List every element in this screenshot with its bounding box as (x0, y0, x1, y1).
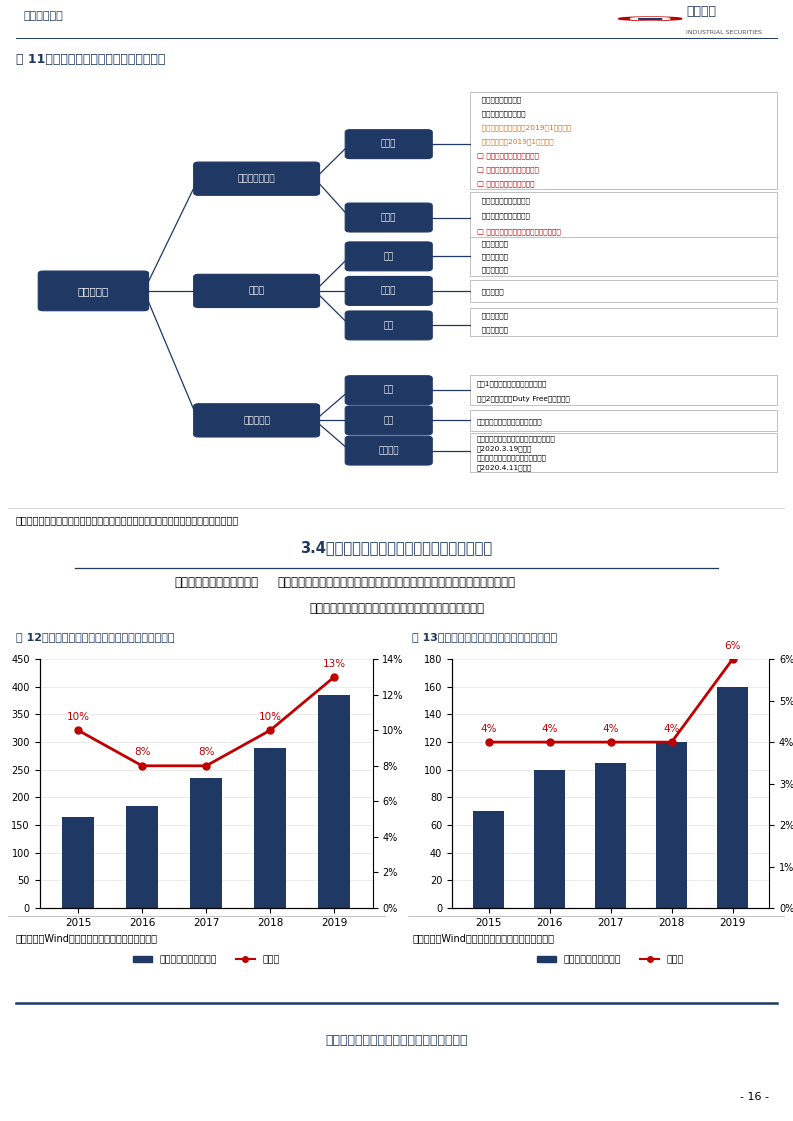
Text: 机场: 机场 (384, 252, 394, 261)
FancyBboxPatch shape (38, 271, 148, 311)
Bar (470, 280, 777, 302)
Bar (534, 770, 565, 908)
FancyBboxPatch shape (345, 436, 432, 465)
Text: □ 建设中：海口国际免税城: □ 建设中：海口国际免税城 (477, 180, 534, 186)
Text: 免税店: 免税店 (381, 140, 396, 149)
FancyBboxPatch shape (193, 163, 320, 195)
Bar (470, 192, 777, 239)
FancyBboxPatch shape (345, 376, 432, 405)
FancyBboxPatch shape (345, 311, 432, 340)
Text: 资料来源：Wind、兴业证券经济与金融研究院整理: 资料来源：Wind、兴业证券经济与金融研究院整理 (16, 934, 158, 944)
Bar (470, 409, 777, 432)
Bar (596, 762, 626, 908)
Bar (718, 687, 748, 908)
Text: 图 12、海南离岛购物率（以海南离岛游客为分母）: 图 12、海南离岛购物率（以海南离岛游客为分母） (16, 632, 174, 642)
Text: INDUSTRIAL SECURITIES: INDUSTRIAL SECURITIES (686, 30, 762, 35)
Bar (470, 237, 777, 276)
Text: 8%: 8% (134, 748, 151, 758)
Text: □ 计划建设：三亚市内免税店: □ 计划建设：三亚市内免税店 (477, 152, 538, 159)
Text: 4%: 4% (603, 724, 619, 734)
Wedge shape (630, 18, 670, 20)
Text: 线上免税店: 线上免税店 (243, 416, 270, 425)
FancyBboxPatch shape (345, 203, 432, 232)
Text: 免税店及体验店: 免税店及体验店 (238, 174, 275, 183)
Text: 图 13、海免购物率（以海南离岛游客为分母）: 图 13、海免购物率（以海南离岛游客为分母） (412, 632, 557, 642)
Text: 三亚凤凰机场: 三亚凤凰机场 (477, 253, 508, 260)
Legend: 海南购物人数（万人）, 购物率: 海南购物人数（万人）, 购物率 (129, 952, 283, 969)
Text: 资料来源：海南本地宝、海南日报、海南省政府官网、兴业证券经济与金融研究院整理: 资料来源：海南本地宝、海南日报、海南省政府官网、兴业证券经济与金融研究院整理 (16, 516, 239, 525)
Text: 中免渠道：三亚国际免税城补购商城: 中免渠道：三亚国际免税城补购商城 (477, 455, 546, 462)
FancyBboxPatch shape (345, 130, 432, 158)
Text: 体验店: 体验店 (381, 213, 396, 222)
Text: 博鳌免税店（2019年1月开业）: 博鳌免税店（2019年1月开业） (477, 138, 554, 145)
FancyBboxPatch shape (345, 242, 432, 271)
Text: 兴业证券: 兴业证券 (686, 6, 716, 18)
Bar (470, 376, 777, 406)
FancyBboxPatch shape (345, 406, 432, 435)
Text: 创新了网上购物、机场提货的新模式，购物率稳步上升。: 创新了网上购物、机场提货的新模式，购物率稳步上升。 (309, 602, 484, 615)
Bar (657, 742, 687, 908)
Text: 8%: 8% (198, 748, 214, 758)
Bar (470, 434, 777, 472)
Bar (190, 778, 222, 908)
Text: 3.4、扩大免税商品范围，不断改善购物率指标: 3.4、扩大免税商品范围，不断改善购物率指标 (301, 540, 492, 555)
Text: 请务必阅读正文之后的信息披露和重要声明: 请务必阅读正文之后的信息披露和重要声明 (325, 1034, 468, 1047)
Bar (126, 806, 158, 908)
Text: 渠道1：海南免税海口店微信公众号: 渠道1：海南免税海口店微信公众号 (477, 380, 547, 387)
Text: 渠道2：海南免税Duty Free微信公众号: 渠道2：海南免税Duty Free微信公众号 (477, 396, 569, 401)
Text: 近年来购物率呈上升趋势。: 近年来购物率呈上升趋势。 (174, 576, 258, 590)
Text: 6%: 6% (724, 641, 741, 651)
Text: 海免: 海免 (384, 386, 394, 395)
Bar (470, 308, 777, 336)
Bar (470, 92, 777, 189)
Bar (255, 748, 286, 908)
Text: 进店率指标: 进店率指标 (78, 286, 109, 296)
FancyBboxPatch shape (345, 277, 432, 305)
Text: 海口火车站: 海口火车站 (477, 289, 504, 295)
FancyBboxPatch shape (193, 404, 320, 437)
Text: 中免: 中免 (384, 416, 394, 425)
Text: 4%: 4% (664, 724, 680, 734)
Bar (62, 817, 94, 908)
Text: 海口日月广场免税店（2019年1月开业）: 海口日月广场免税店（2019年1月开业） (477, 124, 571, 131)
Text: 三亚海棠湾国际免税城: 三亚海棠湾国际免税城 (477, 111, 525, 118)
Wedge shape (619, 17, 682, 20)
Text: □ 计划在景区、酒店再建一批免税体验店: □ 计划在景区、酒店再建一批免税体验店 (477, 229, 561, 235)
FancyBboxPatch shape (193, 275, 320, 307)
Text: 海口美兰机场免税店: 海口美兰机场免税店 (477, 96, 521, 103)
Text: 三亚南山景区免税体验店: 三亚南山景区免税体验店 (477, 197, 530, 204)
Text: 琼海博鳌机场: 琼海博鳌机场 (477, 267, 508, 274)
Text: 渠道：三亚国际免税城微信公众号: 渠道：三亚国际免税城微信公众号 (477, 418, 542, 425)
Bar (318, 695, 351, 908)
Text: 提货点: 提货点 (248, 286, 265, 296)
Text: 图 11、影响离岛免税店进店率的积极因素: 图 11、影响离岛免税店进店率的积极因素 (16, 53, 165, 66)
Text: 离岛补购: 离岛补购 (378, 446, 399, 455)
Text: - 16 -: - 16 - (740, 1092, 769, 1102)
Text: 资料来源：Wind、兴业证券经济与金融研究院整理: 资料来源：Wind、兴业证券经济与金融研究院整理 (412, 934, 554, 944)
Text: 新海港提货点: 新海港提货点 (477, 326, 508, 333)
Text: 10%: 10% (259, 712, 282, 722)
Text: 行业点评报告: 行业点评报告 (24, 11, 63, 21)
Text: □ 计划建设：三亚机场免税店: □ 计划建设：三亚机场免税店 (477, 166, 538, 173)
Text: 港口: 港口 (384, 321, 394, 330)
Text: （2020.4.11上线）: （2020.4.11上线） (477, 464, 532, 471)
Bar (473, 812, 504, 908)
Text: 海免渠道：海南离岛补购商城微信公众号: 海免渠道：海南离岛补购商城微信公众号 (477, 435, 555, 442)
Text: 13%: 13% (323, 659, 346, 668)
Text: 秀英港提货点: 秀英港提货点 (477, 313, 508, 319)
Text: 4%: 4% (542, 724, 557, 734)
Text: 4%: 4% (481, 724, 497, 734)
Text: 近年来购物率呈上升趋势。由于免税店产品种类丰富，价格优势较为明显，且: 近年来购物率呈上升趋势。由于免税店产品种类丰富，价格优势较为明显，且 (278, 576, 515, 590)
Legend: 海免购买人数（万人）, 购物率: 海免购买人数（万人）, 购物率 (534, 952, 688, 969)
Text: 三亚湾红树林免税体验店: 三亚湾红树林免税体验店 (477, 213, 530, 220)
Text: 海口美兰机场: 海口美兰机场 (477, 241, 508, 248)
Text: 10%: 10% (67, 712, 90, 722)
Text: 火车站: 火车站 (381, 286, 396, 296)
Text: （2020.3.19上线）: （2020.3.19上线） (477, 445, 532, 452)
